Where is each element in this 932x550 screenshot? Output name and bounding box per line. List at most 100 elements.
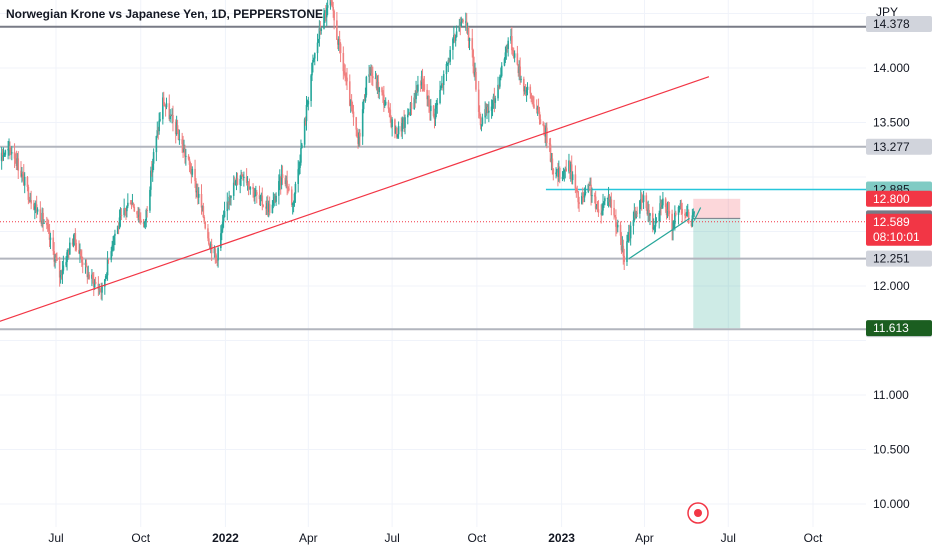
candle-body xyxy=(395,127,397,134)
candle-body xyxy=(664,198,667,207)
candle xyxy=(316,33,319,62)
candle xyxy=(247,181,250,196)
channel-trendline[interactable] xyxy=(628,217,690,260)
candle xyxy=(632,211,635,235)
candle xyxy=(290,186,293,207)
candle-body xyxy=(513,53,516,58)
candle-body xyxy=(41,212,43,224)
candle xyxy=(15,150,18,171)
candle-body xyxy=(358,132,360,144)
level-tag-bg[interactable] xyxy=(866,138,932,155)
candle xyxy=(267,195,269,217)
candle xyxy=(137,206,139,221)
candle xyxy=(226,192,229,221)
candle xyxy=(529,84,532,99)
candle-body xyxy=(254,195,256,197)
candle-body xyxy=(222,217,225,222)
candle-body xyxy=(477,89,480,112)
price-tag-bg[interactable] xyxy=(866,320,932,337)
candle xyxy=(369,66,371,83)
trendlines[interactable] xyxy=(0,76,710,330)
candle-body xyxy=(389,109,392,118)
price-tag-bg[interactable] xyxy=(866,190,932,207)
candle-body xyxy=(55,257,57,259)
candle xyxy=(491,99,494,117)
candle-body xyxy=(80,251,82,257)
candle-body xyxy=(493,96,496,103)
alert-marker-icon[interactable] xyxy=(687,502,709,524)
candle-body xyxy=(281,174,284,178)
candle-body xyxy=(632,220,635,226)
candle-body xyxy=(13,152,16,159)
candle-body xyxy=(98,288,101,290)
candle xyxy=(203,215,206,224)
candle-body xyxy=(22,173,24,175)
candle xyxy=(30,190,32,210)
candle xyxy=(294,181,297,203)
candle-body xyxy=(686,212,688,216)
candle-body xyxy=(492,96,495,101)
candle xyxy=(503,57,506,67)
candle xyxy=(616,219,619,233)
candle-body xyxy=(652,227,655,230)
candle xyxy=(310,74,312,107)
candle xyxy=(681,202,684,223)
candle-body xyxy=(544,133,546,137)
candle xyxy=(245,168,248,186)
candle-body xyxy=(232,182,235,196)
price-axis[interactable]: 14.000 13.500 12.000 11.000 10.500 10.000 14.3… xyxy=(866,16,932,511)
candle-body xyxy=(46,224,49,228)
candle-body xyxy=(616,226,618,228)
candle xyxy=(623,248,626,270)
candle-body xyxy=(471,38,474,50)
candle xyxy=(397,121,400,139)
horizontal-levels[interactable] xyxy=(0,25,932,331)
candle-body xyxy=(187,155,190,160)
candle xyxy=(651,206,654,233)
candle-body xyxy=(332,7,334,11)
candle xyxy=(511,26,513,55)
support-trendline[interactable] xyxy=(0,76,710,330)
candle xyxy=(558,160,560,182)
candle-body xyxy=(220,233,222,249)
candle-body xyxy=(162,97,165,106)
level-tag-bg[interactable] xyxy=(866,16,932,32)
candle-body xyxy=(639,200,641,214)
candle xyxy=(348,74,351,107)
level-tag-bg[interactable] xyxy=(866,250,932,267)
candle xyxy=(633,203,636,223)
candle xyxy=(531,95,533,105)
candle xyxy=(233,176,236,186)
candle xyxy=(297,160,300,193)
candle xyxy=(574,165,577,194)
candle-body xyxy=(525,90,528,93)
candle-body xyxy=(279,176,282,186)
candle xyxy=(394,118,396,139)
candle-body xyxy=(507,40,509,49)
price-tick-label: 13.500 xyxy=(873,116,910,130)
candle xyxy=(146,206,148,218)
candle xyxy=(454,34,457,47)
candle xyxy=(253,187,255,202)
candle xyxy=(268,196,271,216)
candle xyxy=(356,127,358,139)
candle xyxy=(440,85,442,91)
candle xyxy=(338,30,341,54)
time-tick-label: Jul xyxy=(48,531,63,545)
candle xyxy=(111,240,113,257)
candle xyxy=(159,111,161,122)
candle xyxy=(606,197,609,206)
current-price-tag-bg[interactable] xyxy=(866,213,932,246)
candle-body xyxy=(374,77,377,79)
candle xyxy=(404,114,406,135)
candle xyxy=(374,70,377,80)
channel-trendline[interactable] xyxy=(693,207,702,221)
candle xyxy=(301,142,303,149)
candle xyxy=(603,201,605,208)
time-axis[interactable]: Jul Oct 2022 Apr Jul Oct 2023 Apr Jul Oct xyxy=(48,531,823,545)
candle xyxy=(510,28,512,44)
candle xyxy=(197,183,199,205)
candle-body xyxy=(368,74,370,77)
candle xyxy=(144,218,147,230)
